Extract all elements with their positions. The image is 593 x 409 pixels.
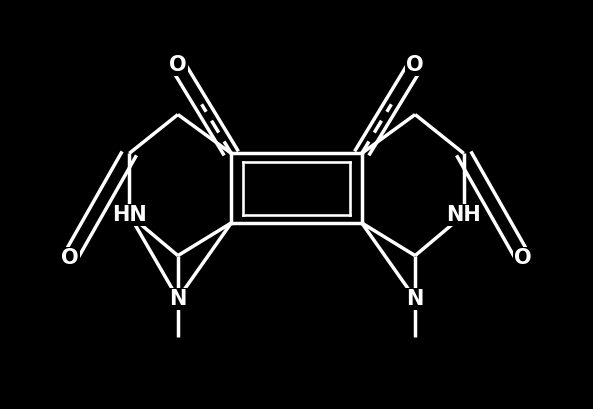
Text: N: N [406, 289, 424, 308]
Text: O: O [406, 56, 424, 75]
Text: NH: NH [447, 205, 481, 225]
Text: O: O [61, 248, 79, 267]
Text: O: O [514, 248, 532, 267]
Text: N: N [169, 289, 187, 308]
Text: HN: HN [112, 205, 146, 225]
Text: O: O [169, 56, 187, 75]
